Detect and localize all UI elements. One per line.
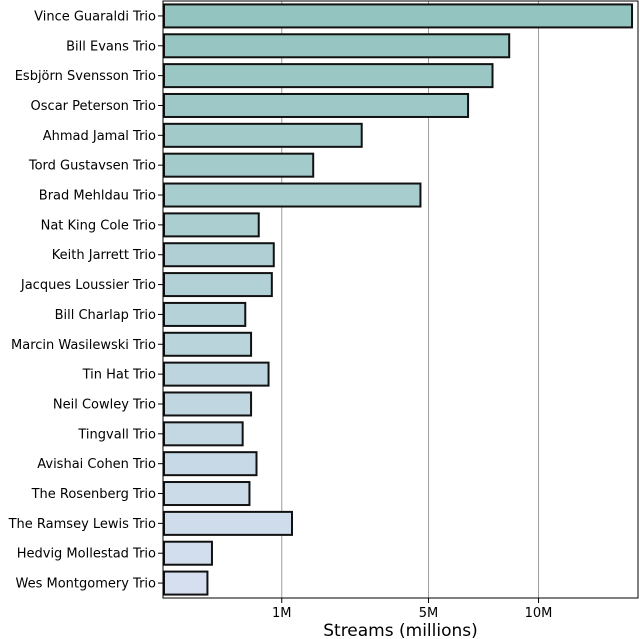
bar: [163, 212, 260, 238]
bar: [163, 3, 634, 29]
category-label: Wes Montgomery Trio: [16, 577, 157, 592]
category-label: Tord Gustavsen Trio: [28, 159, 156, 174]
bars: [163, 3, 634, 596]
x-tick-label: 1M: [272, 606, 292, 621]
category-label: Neil Cowley Trio: [53, 397, 156, 412]
category-label: The Ramsey Lewis Trio: [8, 517, 156, 532]
bar: [163, 63, 494, 89]
category-label: Nat King Cole Trio: [41, 218, 156, 233]
bar: [163, 510, 293, 536]
category-label: Brad Mehldau Trio: [39, 189, 156, 204]
x-axis-title: Streams (millions): [323, 621, 478, 639]
grid-lines: [281, 1, 540, 598]
category-label: Vince Guaraldi Trio: [34, 9, 156, 24]
bar: [163, 92, 470, 118]
bar: [163, 272, 273, 298]
bar: [163, 331, 253, 357]
plot-frame: [162, 0, 639, 599]
category-label: Bill Evans Trio: [66, 39, 156, 54]
bar: [163, 451, 258, 477]
category-label: Avishai Cohen Trio: [37, 457, 156, 472]
bar: [163, 361, 270, 387]
bar: [163, 182, 422, 208]
category-label: Esbjörn Svensson Trio: [15, 69, 156, 84]
bar: [163, 391, 253, 417]
category-label: Oscar Peterson Trio: [31, 99, 156, 114]
category-label: The Rosenberg Trio: [31, 487, 156, 502]
bar: [163, 242, 275, 268]
bar: [163, 421, 244, 447]
category-label: Hedvig Mollestad Trio: [17, 547, 156, 562]
x-tick-label: 10M: [525, 606, 553, 621]
category-label: Keith Jarrett Trio: [52, 248, 156, 263]
category-label: Jacques Loussier Trio: [20, 278, 156, 293]
category-label: Ahmad Jamal Trio: [43, 129, 156, 144]
bar: [163, 122, 363, 148]
bar: [163, 570, 209, 596]
bar: [163, 152, 315, 178]
bar: [163, 540, 213, 566]
category-label: Bill Charlap Trio: [55, 308, 156, 323]
bar: [163, 33, 511, 59]
x-tick-label: 5M: [419, 606, 439, 621]
bar: [163, 301, 247, 327]
category-label: Tingvall Trio: [77, 427, 156, 442]
category-labels: Vince Guaraldi Trio Bill Evans Trio Esbjör…: [8, 9, 163, 592]
bar: [163, 481, 251, 507]
category-label: Marcin Wasilewski Trio: [11, 338, 156, 353]
category-label: Tin Hat Trio: [82, 368, 156, 383]
x-axis-ticks: 1M 5M 10M: [272, 598, 552, 621]
